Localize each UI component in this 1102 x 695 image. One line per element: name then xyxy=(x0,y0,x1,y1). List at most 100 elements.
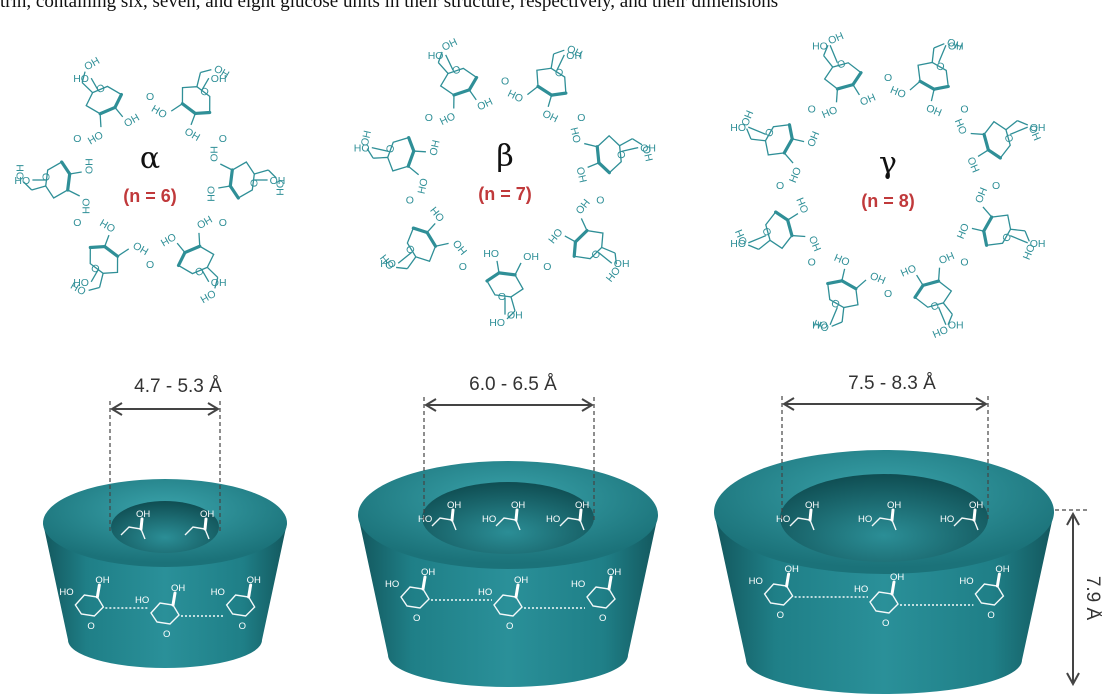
ho-label: HO xyxy=(868,269,887,286)
ring-oxygen-label: O xyxy=(614,149,628,160)
height-dimension: 7.9 Å xyxy=(1055,509,1102,687)
glucose-count-label: (n = 7) xyxy=(478,184,532,204)
oh-label: OH xyxy=(574,166,589,184)
oh-label: OH xyxy=(483,247,499,259)
oh-label: OH xyxy=(795,196,812,215)
ring-oxygen-label: O xyxy=(450,63,463,77)
ring-oxygen-label: O xyxy=(41,173,53,181)
surface-glucose-sketch: OH HO O xyxy=(211,575,261,632)
ring-oxygen-label: O xyxy=(94,82,107,96)
oh-label: OH xyxy=(566,50,582,62)
cavity-glucose-sketch: OH HO xyxy=(482,500,525,531)
oh-label: OH xyxy=(639,145,654,163)
ho-label: HO xyxy=(523,250,539,262)
oh-label: OH xyxy=(514,575,528,586)
cavity-diameter-label: 4.7 - 5.3 Å xyxy=(134,376,222,397)
ho-label: HO xyxy=(888,84,907,101)
oh-label: OH xyxy=(507,310,523,322)
glycosidic-oxygen-label: O xyxy=(884,288,892,300)
ho-label: HO xyxy=(506,88,525,106)
ring-oxygen-label: O xyxy=(413,613,420,624)
glycosidic-oxygen-label: O xyxy=(146,91,154,103)
ring-symbol: γ xyxy=(879,146,897,181)
glucose-count-label: (n = 8) xyxy=(861,191,915,211)
oh-label: OH xyxy=(421,567,435,578)
ring-oxygen-label: O xyxy=(777,610,784,621)
ho-label: HO xyxy=(207,146,219,162)
ho-label: HO xyxy=(451,237,470,257)
oh-label: OH xyxy=(95,575,109,586)
oh-label: OH xyxy=(858,92,877,109)
ho-label: HO xyxy=(820,104,839,121)
ho-label: HO xyxy=(776,514,790,525)
glycosidic-oxygen-label: O xyxy=(501,75,509,87)
ho-label: HO xyxy=(418,514,432,525)
oh-label: OH xyxy=(84,158,96,174)
ho-label: HO xyxy=(972,185,989,204)
oh-label: OH xyxy=(15,164,27,180)
cyclodextrin-torus-2: OH HO OH HO OH HO OH HO O OH HO O OH HO O xyxy=(358,461,658,687)
oh-label: OH xyxy=(211,277,227,289)
ring-oxygen-label: O xyxy=(928,298,940,312)
oh-label: OH xyxy=(1030,122,1046,134)
ho-label: HO xyxy=(211,587,225,598)
glycosidic-oxygen-label: O xyxy=(543,261,551,273)
ho-label: HO xyxy=(858,514,872,525)
glycosidic-oxygen-label: O xyxy=(146,259,154,271)
oh-label: OH xyxy=(545,226,564,246)
oh-label: OH xyxy=(785,564,799,575)
oh-label: OH xyxy=(270,175,286,187)
oh-label: OH xyxy=(890,572,904,583)
cavity-glucose-sketch: OH xyxy=(184,509,214,540)
oh-label: OH xyxy=(136,509,150,520)
oh-label: OH xyxy=(82,55,102,73)
cavity-glucose-sketch: OH HO xyxy=(546,500,589,531)
ring-oxygen-label: O xyxy=(763,127,777,139)
glucose-count-label: (n = 6) xyxy=(123,186,177,206)
ring-oxygen-label: O xyxy=(835,57,847,71)
glycosidic-oxygen-label: O xyxy=(459,261,467,273)
cyclodextrin-torus-3: OH HO OH HO OH HO OH HO O OH HO O OH HO O xyxy=(714,450,1054,694)
ho-label: HO xyxy=(149,103,169,121)
oh-label: OH xyxy=(924,102,943,119)
oh-label: OH xyxy=(899,261,918,278)
ring-oxygen-label: O xyxy=(498,290,506,302)
ring-symbol: α xyxy=(140,141,160,176)
oh-label: OH xyxy=(428,204,447,224)
ring-oxygen-label: O xyxy=(404,242,418,256)
ho-label: HO xyxy=(416,177,431,195)
glycosidic-oxygen-label: O xyxy=(960,256,968,268)
cavity-diameter-dimension: 4.7 - 5.3 Å xyxy=(109,376,222,531)
glycosidic-oxygen-label: O xyxy=(219,133,227,145)
ho-label: HO xyxy=(438,110,457,128)
cavity-glucose-sketch: OH HO xyxy=(858,500,901,531)
ring-oxygen-label: O xyxy=(384,143,398,154)
oh-label: OH xyxy=(98,216,118,234)
oh-label: OH xyxy=(475,96,494,114)
oh-label: OH xyxy=(359,129,374,147)
surface-glucose-sketch: OH HO O xyxy=(571,567,621,624)
ho-label: HO xyxy=(807,234,824,253)
glycosidic-oxygen-label: O xyxy=(808,256,816,268)
ho-label: HO xyxy=(940,514,954,525)
cavity-glucose-sketch: OH HO xyxy=(776,500,819,531)
ring-oxygen-label: O xyxy=(882,618,889,629)
glycosidic-oxygen-label: O xyxy=(596,195,604,207)
cavity-diameter-dimension: 6.0 - 6.5 Å xyxy=(423,374,595,522)
ring-oxygen-label: O xyxy=(999,231,1013,243)
ho-label: HO xyxy=(937,249,956,266)
ring-oxygen-label: O xyxy=(506,621,513,632)
oh-label: OH xyxy=(739,109,756,128)
oh-label: OH xyxy=(247,575,261,586)
ho-label: HO xyxy=(749,576,763,587)
oh-label: OH xyxy=(805,500,819,511)
